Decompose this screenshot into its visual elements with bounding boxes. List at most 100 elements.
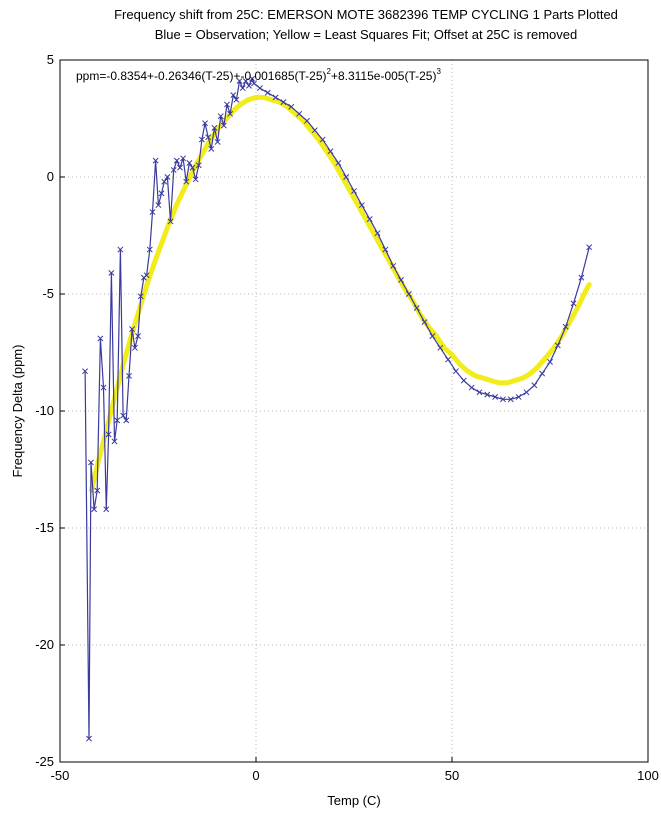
observation-marker [117,246,124,253]
observation-marker [186,160,193,166]
observation-marker [554,342,561,349]
observation-marker [570,300,577,307]
y-tick-label: -15 [35,520,54,535]
observation-marker [135,333,141,340]
chart-subtitle: Blue = Observation; Yellow = Least Squar… [155,27,578,42]
observation-marker [211,124,218,131]
observation-marker [562,323,569,330]
fit-equation-part-2: +8.3115e-005(T-25) [331,69,437,83]
observation-marker [173,157,180,164]
observation-marker [421,319,428,326]
observation-marker [539,370,546,377]
observation-marker [195,162,202,169]
fit-series [88,94,592,494]
observation-marker [351,188,357,194]
observation-marker [272,94,279,101]
observation-marker [143,272,150,279]
observation-marker [220,122,227,129]
observation-marker [239,85,246,92]
observation-marker [390,262,397,269]
observation-marker [445,356,452,363]
observation-marker [500,396,506,403]
y-tick-label: -20 [35,637,54,652]
observation-marker [131,344,138,351]
observation-marker [288,103,295,110]
observation-marker [249,75,256,82]
grid-lines [60,60,648,762]
observation-marker [327,148,334,155]
y-tick-label: -10 [35,403,54,418]
observation-marker [343,174,350,180]
observation-marker [311,127,318,134]
observation-marker [183,178,190,185]
observation-marker [256,85,263,92]
observation-marker [515,394,522,400]
observation-marker [137,293,144,300]
observation-marker [319,136,326,143]
observation-series [82,75,593,742]
observation-marker [236,78,243,85]
observation-marker [242,78,249,85]
observation-marker [460,377,467,384]
observation-marker [202,120,208,127]
observation-marker [547,358,553,365]
observation-marker [208,145,215,152]
observation-marker [86,735,92,742]
chart-title: Frequency shift from 25C: EMERSON MOTE 3… [114,7,618,22]
observation-marker [398,277,404,283]
observation-marker [180,155,187,162]
observation-marker [280,99,287,106]
observation-marker [492,394,499,400]
x-ticks: -50 0 50 100 [51,757,659,783]
fit-equation-exponent-2: 3 [436,67,441,76]
observation-line [84,77,590,739]
observation-marker [468,384,475,391]
observation-marker [523,389,530,396]
observation-marker [251,80,257,87]
observation-marker [108,269,115,276]
observation-marker [335,160,342,166]
observation-marker [374,230,381,237]
observation-marker [158,190,165,197]
observation-marker [245,82,252,89]
y-tick-label: -25 [35,754,54,769]
observation-marker [224,101,230,108]
observation-marker [167,218,174,225]
observation-marker [578,274,585,281]
observation-marker [94,487,101,494]
x-tick-label: 50 [445,768,459,783]
observation-marker [176,164,183,171]
observation-marker [97,335,104,342]
observation-marker [120,412,127,419]
observation-marker [205,134,212,141]
observation-marker [103,506,110,513]
observation-marker [126,372,132,379]
observation-marker [105,431,112,438]
observation-marker [164,174,171,180]
observation-marker [82,368,89,375]
observation-marker [382,246,389,253]
observation-marker [405,291,412,297]
fit-equation-part-1: ppm=-0.8354+-0.26346(T-25)+-0.001685(T-2… [76,69,327,83]
observation-marker [129,326,136,333]
observation-marker [91,506,98,513]
observation-marker [531,382,538,389]
observation-marker [476,389,483,396]
observation-marker [507,396,514,403]
x-tick-label: 0 [252,768,259,783]
observation-marker [413,305,420,311]
observation-marker [452,368,459,375]
observation-marker [111,438,118,445]
observation-marker [149,209,156,216]
observation-marker [437,344,444,351]
observation-marker [152,157,159,164]
observation-marker [114,417,121,424]
observation-marker [264,89,271,96]
x-axis-label: Temp (C) [327,793,380,808]
observation-marker [189,164,196,171]
observation-marker [214,138,221,145]
observation-marker [296,110,303,117]
observation-marker [170,167,177,173]
observation-marker [146,246,153,253]
